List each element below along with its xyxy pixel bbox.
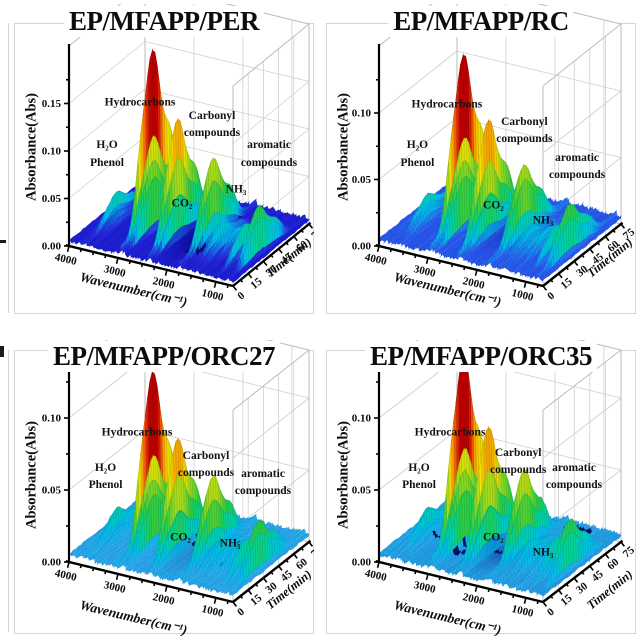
crop-artifact-tick: [0, 240, 6, 243]
z-axis-label: Absorbance(Abs): [335, 92, 352, 201]
surface-plot-canvas: [14, 4, 314, 314]
panel-ep-mfapp-per: EP/MFAPP/PER Absorbance(Abs) Wavenumber(…: [14, 4, 314, 314]
z-axis-label: Absorbance(Abs): [23, 92, 40, 201]
z-axis-label: Absorbance(Abs): [23, 421, 40, 530]
surface-plot-canvas: [326, 340, 636, 634]
surface-plot-canvas: [14, 340, 314, 634]
panel-ep-mfapp-orc27: EP/MFAPP/ORC27 Absorbance(Abs) Wavenumbe…: [14, 340, 314, 638]
z-axis-label: Absorbance(Abs): [335, 421, 352, 530]
panel-title: EP/MFAPP/RC: [388, 6, 574, 37]
crop-artifact-border-bottom: [8, 350, 9, 632]
crop-artifact-tick: [0, 346, 4, 357]
panel-title: EP/MFAPP/PER: [64, 6, 264, 37]
crop-artifact-border-top: [8, 23, 9, 313]
panel-ep-mfapp-orc35: EP/MFAPP/ORC35 Absorbance(Abs) Wavenumbe…: [326, 340, 636, 638]
surface-plot-canvas: [326, 4, 636, 314]
panel-title: EP/MFAPP/ORC35: [365, 341, 597, 372]
panel-title: EP/MFAPP/ORC27: [48, 341, 280, 372]
panel-ep-mfapp-rc: EP/MFAPP/RC Absorbance(Abs) Wavenumber(c…: [326, 4, 636, 314]
